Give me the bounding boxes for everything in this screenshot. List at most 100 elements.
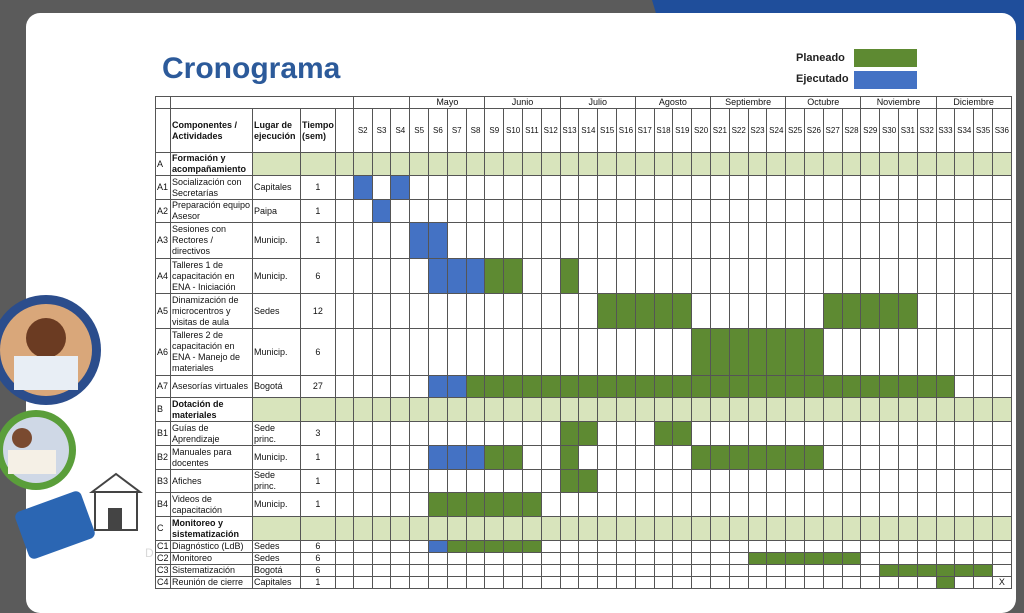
week-label: S2 bbox=[352, 108, 373, 153]
week-cell bbox=[747, 222, 768, 259]
week-cell bbox=[634, 492, 655, 517]
week-cell bbox=[409, 175, 430, 200]
week-cell bbox=[672, 152, 693, 176]
week-cell bbox=[634, 397, 655, 422]
activity-duration bbox=[300, 152, 336, 176]
week-label: S34 bbox=[954, 108, 975, 153]
week-cell bbox=[897, 152, 918, 176]
week-cell bbox=[428, 152, 448, 176]
week-cell bbox=[691, 564, 711, 577]
week-cell bbox=[916, 397, 937, 422]
week-cell bbox=[540, 516, 561, 541]
week-cell bbox=[597, 552, 617, 565]
planned-cell bbox=[785, 328, 805, 376]
week-cell bbox=[371, 293, 392, 329]
activity-place: Sedes bbox=[252, 293, 301, 329]
activity-duration: 1 bbox=[300, 222, 336, 259]
week-cell bbox=[709, 222, 730, 259]
week-cell bbox=[803, 199, 824, 223]
week-cell bbox=[559, 222, 580, 259]
planned-cell bbox=[897, 293, 918, 329]
week-cell bbox=[709, 421, 730, 446]
blank-corner-cell bbox=[155, 96, 171, 109]
week-cell bbox=[578, 397, 599, 422]
planned-cell bbox=[747, 552, 768, 565]
week-cell bbox=[916, 516, 937, 541]
week-cell bbox=[991, 375, 1012, 398]
week-cell bbox=[597, 175, 617, 200]
week-cell bbox=[352, 199, 373, 223]
week-cell bbox=[371, 445, 392, 470]
week-label: S29 bbox=[860, 108, 881, 153]
week-cell bbox=[428, 421, 448, 446]
executed-cell bbox=[352, 175, 373, 200]
spacer-cell bbox=[334, 552, 354, 565]
week-cell bbox=[465, 421, 486, 446]
week-cell bbox=[991, 516, 1012, 541]
month-label: Noviembre bbox=[860, 96, 937, 109]
week-cell bbox=[841, 540, 862, 553]
week-cell bbox=[747, 175, 768, 200]
week-cell bbox=[409, 576, 430, 589]
week-cell bbox=[597, 222, 617, 259]
week-cell bbox=[616, 397, 636, 422]
week-cell bbox=[597, 469, 617, 493]
activity-place: Municip. bbox=[252, 328, 301, 376]
week-cell bbox=[728, 540, 749, 553]
week-cell bbox=[371, 328, 392, 376]
week-cell bbox=[409, 328, 430, 376]
week-cell bbox=[616, 222, 636, 259]
executed-cell bbox=[465, 258, 486, 294]
week-cell bbox=[973, 445, 993, 470]
week-cell bbox=[766, 516, 787, 541]
planned-cell bbox=[522, 540, 542, 553]
month-label: Diciembre bbox=[935, 96, 1012, 109]
week-label: S13 bbox=[559, 108, 580, 153]
week-cell bbox=[409, 397, 430, 422]
week-label: S31 bbox=[897, 108, 918, 153]
activity-place: Sede princ. bbox=[252, 421, 301, 446]
planned-cell bbox=[597, 293, 617, 329]
row-id: C3 bbox=[155, 564, 171, 577]
week-cell bbox=[973, 222, 993, 259]
activity-row: C4 Reunión de cierre Capitales 1 X bbox=[155, 576, 1012, 589]
week-cell bbox=[841, 469, 862, 493]
week-cell bbox=[785, 421, 805, 446]
week-cell bbox=[897, 445, 918, 470]
week-cell bbox=[916, 576, 937, 589]
week-cell bbox=[653, 222, 674, 259]
week-cell bbox=[691, 199, 711, 223]
week-cell bbox=[879, 492, 899, 517]
week-cell bbox=[973, 175, 993, 200]
activity-name: Formación y acompañamiento bbox=[170, 152, 253, 176]
week-cell bbox=[503, 564, 524, 577]
planned-cell bbox=[522, 492, 542, 517]
row-id: C2 bbox=[155, 552, 171, 565]
week-cell bbox=[634, 540, 655, 553]
week-cell bbox=[916, 445, 937, 470]
week-cell bbox=[465, 552, 486, 565]
planned-cell bbox=[672, 293, 693, 329]
spacer-cell bbox=[334, 576, 354, 589]
week-cell bbox=[728, 516, 749, 541]
month-label: Julio bbox=[559, 96, 636, 109]
week-cell bbox=[540, 445, 561, 470]
week-cell bbox=[672, 222, 693, 259]
week-cell bbox=[973, 469, 993, 493]
activity-name: Preparación equipo Asesor bbox=[170, 199, 253, 223]
week-cell bbox=[766, 152, 787, 176]
week-cell bbox=[616, 152, 636, 176]
week-label: S33 bbox=[935, 108, 956, 153]
week-cell bbox=[616, 421, 636, 446]
week-cell bbox=[991, 175, 1012, 200]
week-cell bbox=[616, 199, 636, 223]
row-id: A1 bbox=[155, 175, 171, 200]
week-cell bbox=[465, 397, 486, 422]
planned-cell bbox=[691, 328, 711, 376]
week-cell bbox=[540, 552, 561, 565]
week-cell bbox=[766, 576, 787, 589]
week-cell bbox=[352, 492, 373, 517]
week-cell bbox=[484, 293, 505, 329]
week-cell bbox=[822, 222, 843, 259]
week-cell bbox=[559, 397, 580, 422]
